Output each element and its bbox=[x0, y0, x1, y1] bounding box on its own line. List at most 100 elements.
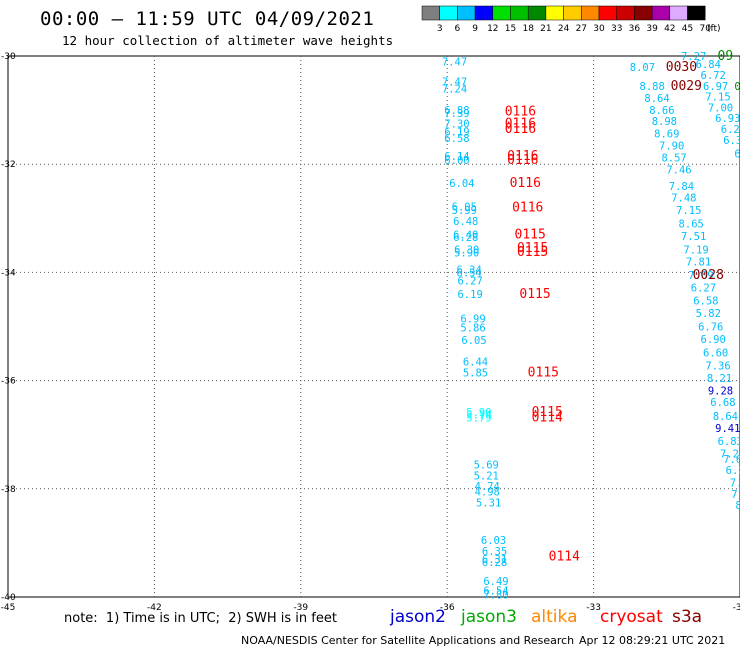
wave-height-label: 8.98 bbox=[652, 116, 677, 128]
wave-height-label: 6.28 bbox=[453, 232, 478, 244]
time-label: 0029 bbox=[671, 79, 702, 94]
wave-height-label: 8.64 bbox=[713, 411, 738, 423]
wave-height-label: 6.03 bbox=[481, 535, 506, 547]
wave-height-label: 6.14 bbox=[444, 151, 469, 163]
colorbar-label: 24 bbox=[558, 24, 570, 34]
wave-height-label: 7.46 bbox=[666, 165, 691, 177]
wave-height-label: 6.6 bbox=[726, 465, 740, 477]
time-label: 0115 bbox=[532, 405, 563, 420]
wave-height-label: 6.34 bbox=[457, 265, 482, 277]
colorbar-label: 15 bbox=[505, 24, 516, 34]
wave-height-label: 7.51 bbox=[681, 231, 706, 243]
wave-height-label: 6.28 bbox=[482, 557, 507, 569]
satellite-legend-item: jason2 bbox=[390, 607, 446, 627]
wave-height-label: 6.48 bbox=[453, 216, 478, 228]
wave-height-label: 0 bbox=[734, 81, 740, 93]
footer-note: note: 1) Time is in UTC; 2) SWH is in fe… bbox=[64, 611, 337, 626]
time-label: 0116 bbox=[505, 117, 536, 132]
x-tick-label: -33 bbox=[586, 603, 601, 613]
footer-generated-time: Apr 12 08:29:21 UTC 2021 bbox=[579, 634, 726, 647]
wave-height-label: 6.40 bbox=[453, 230, 478, 242]
wave-height-label: 7.25 bbox=[720, 449, 740, 461]
time-label: 0114 bbox=[532, 410, 563, 425]
wave-height-label: 6.60 bbox=[703, 347, 728, 359]
wave-height-label: 7.30 bbox=[444, 119, 469, 131]
wave-height-label: 6.72 bbox=[701, 70, 726, 82]
page-title: 00:00 – 11:59 UTC 04/09/2021 bbox=[40, 8, 375, 30]
wave-height-label: 7.48 bbox=[671, 193, 696, 205]
wave-height-label: 6.05 bbox=[461, 335, 486, 347]
x-tick-label: -45 bbox=[1, 603, 16, 613]
time-label: 0115 bbox=[519, 287, 550, 302]
wave-height-label: 7. bbox=[730, 477, 740, 489]
wave-height-label: 7.15 bbox=[705, 92, 730, 104]
y-tick-label: -36 bbox=[1, 377, 16, 387]
wave-height-label: 5.74 bbox=[466, 410, 491, 422]
time-label: 0114 bbox=[549, 549, 580, 564]
wave-height-label: 5.90 bbox=[454, 247, 479, 259]
time-label: 0116 bbox=[507, 153, 538, 168]
wave-height-label: 7.00 bbox=[708, 102, 733, 114]
colorbar-label: 3 bbox=[437, 24, 443, 34]
wave-height-label: 4.98 bbox=[475, 487, 500, 499]
colorbar-label: 27 bbox=[576, 24, 587, 34]
time-label: 0116 bbox=[505, 122, 536, 137]
wave-height-label: 5.21 bbox=[474, 470, 499, 482]
wave-height-label: 8.64 bbox=[644, 93, 669, 105]
colorbar-label: 9 bbox=[472, 24, 478, 34]
wave-height-label: 6.88 bbox=[444, 105, 469, 117]
satellite-legend-item: altika bbox=[531, 607, 578, 627]
wave-height-label: 7.19 bbox=[683, 245, 708, 257]
satellite-legend-item: jason3 bbox=[461, 607, 517, 627]
wave-height-label: 8.69 bbox=[654, 128, 679, 140]
wave-height-label: 8.88 bbox=[640, 81, 665, 93]
colorbar-label: 45 bbox=[682, 24, 693, 34]
wave-height-label: 7.36 bbox=[705, 360, 730, 372]
colorbar-label: 39 bbox=[646, 24, 658, 34]
wave-height-label: 7.47 bbox=[442, 56, 467, 68]
colorbar-label: 6 bbox=[455, 24, 461, 34]
wave-height-label: 7.27 bbox=[681, 51, 706, 63]
wave-height-label: 8.57 bbox=[661, 153, 686, 165]
colorbar-label: 42 bbox=[664, 24, 675, 34]
time-label: 0115 bbox=[515, 228, 546, 243]
x-tick-label: -39 bbox=[293, 603, 308, 613]
time-label: 0028 bbox=[693, 268, 724, 283]
wave-height-label: 7.6 bbox=[723, 454, 740, 466]
wave-height-label: 6.35 bbox=[482, 546, 507, 558]
wave-height-label: 6.54 bbox=[483, 586, 508, 598]
footer-credit: NOAA/NESDIS Center for Satellite Applica… bbox=[241, 634, 575, 647]
wave-height-label: 6.44 bbox=[463, 357, 488, 369]
time-label: 0116 bbox=[507, 149, 538, 164]
wave-height-label: 8.21 bbox=[707, 373, 732, 385]
wave-height-label: 6.83 bbox=[718, 436, 740, 448]
wave-height-label: 6.19 bbox=[457, 289, 482, 301]
colorbar-swatch bbox=[687, 5, 706, 21]
wave-height-label: 6.00 bbox=[444, 155, 469, 167]
time-label: 0115 bbox=[528, 365, 559, 380]
wave-height-label: 5.79 bbox=[466, 412, 491, 424]
wave-height-label: 8.66 bbox=[649, 105, 674, 117]
wave-height-label: 6.27 bbox=[691, 283, 716, 295]
wave-height-label: 6.19 bbox=[444, 127, 469, 139]
y-tick-label: -32 bbox=[1, 160, 16, 170]
wave-height-label: 7.90 bbox=[659, 140, 684, 152]
wave-height-label: 6.31 bbox=[482, 554, 507, 566]
wave-height-label: 5.86 bbox=[460, 323, 485, 335]
wave-height-label: 5.82 bbox=[696, 308, 721, 320]
wave-height-chart: -45 -42 -39 -36 -33 -30 -30 -32 -34 -36 -38 -40 7.47… bbox=[1, 49, 740, 613]
wave-height-label: 7.81 bbox=[686, 257, 711, 269]
wave-height-label: 8 bbox=[735, 500, 740, 512]
time-label: 0115 bbox=[517, 245, 548, 260]
time-label: 0030 bbox=[666, 60, 697, 75]
wave-height-label: 6.2 bbox=[721, 124, 740, 136]
colorbar-label: 18 bbox=[522, 24, 534, 34]
wave-height-label: 6.99 bbox=[460, 313, 485, 325]
wave-height-label: 5.99 bbox=[452, 205, 477, 217]
wave-height-label: 6.04 bbox=[449, 178, 474, 190]
wave-height-label: 7. bbox=[731, 489, 740, 501]
time-label: 0116 bbox=[505, 105, 536, 120]
x-tick-label: -30 bbox=[733, 603, 740, 613]
time-label: 0116 bbox=[512, 200, 543, 215]
